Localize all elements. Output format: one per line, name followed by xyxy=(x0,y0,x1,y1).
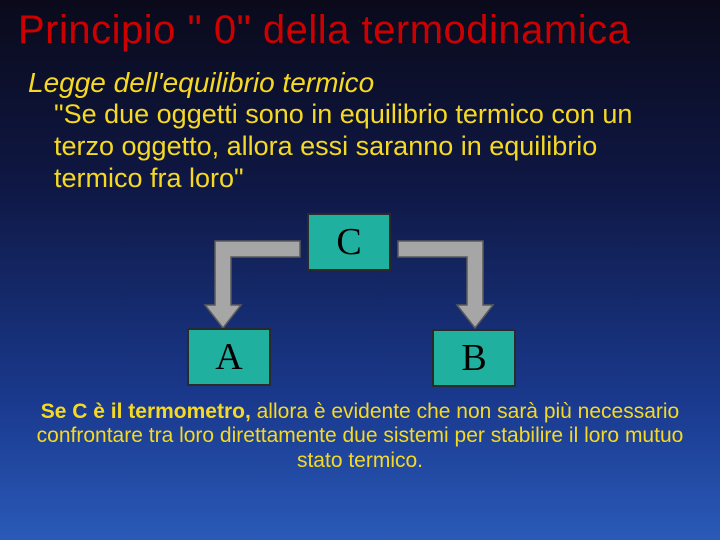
diagram-node-a: A xyxy=(187,328,271,386)
node-label: C xyxy=(336,220,361,264)
node-label: B xyxy=(461,336,486,380)
equilibrium-diagram: C A B xyxy=(0,205,720,400)
slide-footer-text: Se C è il termometro, allora è evidente … xyxy=(0,400,720,474)
diagram-node-c: C xyxy=(307,213,391,271)
node-label: A xyxy=(215,335,242,379)
slide-body-text: "Se due oggetti sono in equilibrio termi… xyxy=(0,99,720,195)
slide-title: Principio " 0" della termodinamica xyxy=(0,0,720,57)
arrow-c-to-b xyxy=(388,233,503,333)
slide-subtitle: Legge dell'equilibrio termico xyxy=(0,57,720,99)
arrow-c-to-a xyxy=(195,233,310,333)
footer-bold-lead: Se C è il termometro, xyxy=(41,400,251,423)
diagram-node-b: B xyxy=(432,329,516,387)
